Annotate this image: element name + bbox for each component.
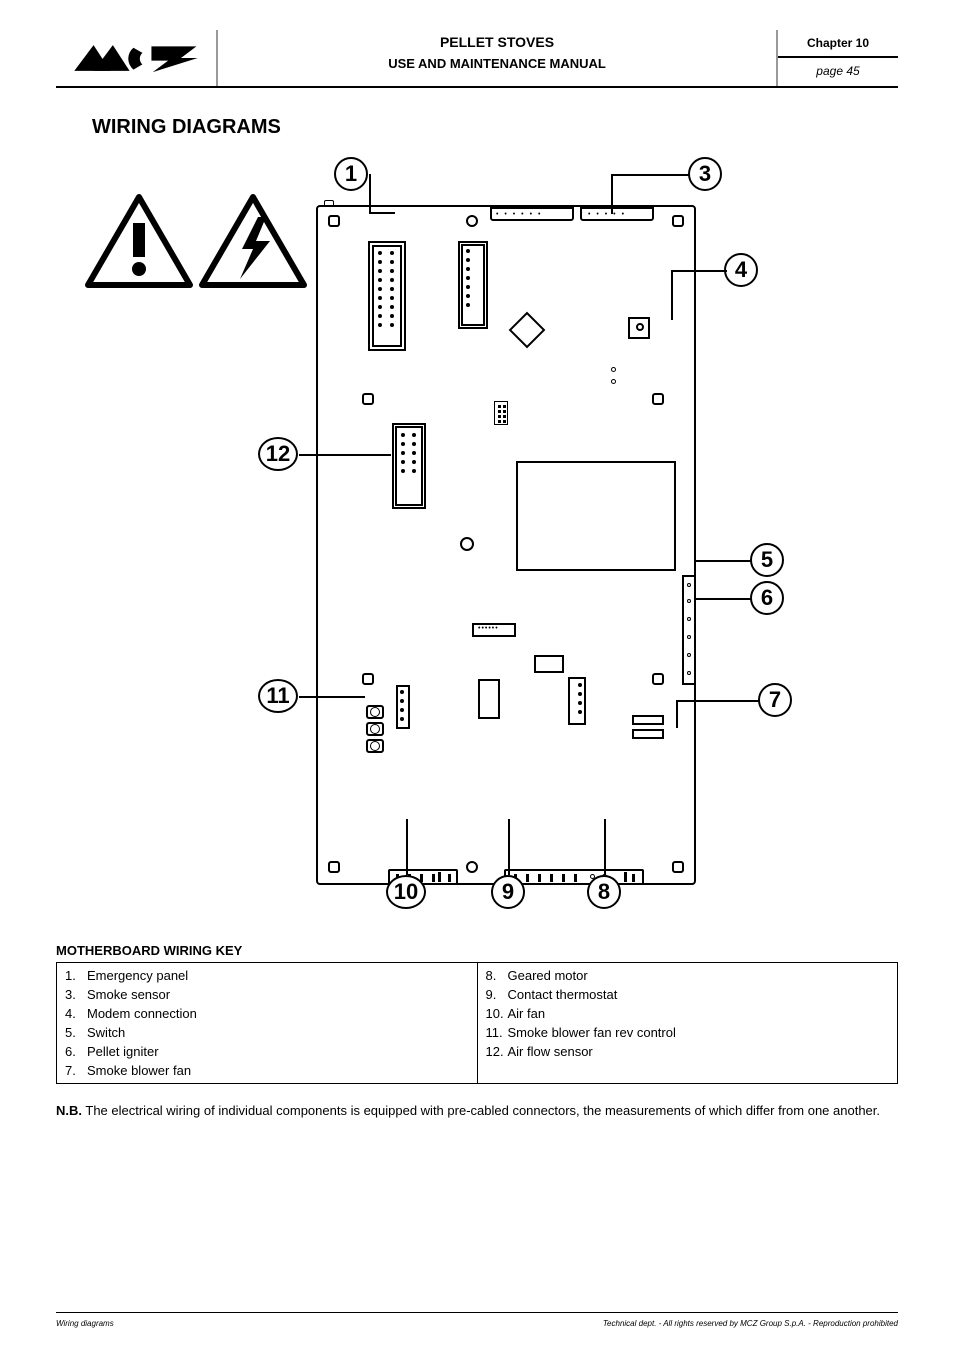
key-heading: MOTHERBOARD WIRING KEY <box>56 943 898 958</box>
callout-6: 6 <box>750 581 784 615</box>
key-item: 4.Modem connection <box>65 1004 469 1023</box>
title-line-2: USE AND MAINTENANCE MANUAL <box>218 56 776 71</box>
callout-10: 10 <box>386 875 426 909</box>
page-label: page 45 <box>778 58 898 84</box>
callout-9: 9 <box>491 875 525 909</box>
callout-12: 12 <box>258 437 298 471</box>
caution-icon <box>84 193 194 291</box>
footer-left: Wiring diagrams <box>56 1319 114 1328</box>
callout-5: 5 <box>750 543 784 577</box>
note-text: The electrical wiring of individual comp… <box>82 1103 880 1118</box>
key-item: 10.Air fan <box>486 1004 890 1023</box>
chapter-box: Chapter 10 page 45 <box>778 30 898 86</box>
title-line-1: PELLET STOVES <box>218 34 776 50</box>
key-item: 1.Emergency panel <box>65 966 469 985</box>
page-footer: Wiring diagrams Technical dept. - All ri… <box>56 1312 898 1328</box>
note-bold: N.B. <box>56 1103 82 1118</box>
callout-3: 3 <box>688 157 722 191</box>
key-item: 5.Switch <box>65 1023 469 1042</box>
key-item: 11.Smoke blower fan rev control <box>486 1023 890 1042</box>
callout-8: 8 <box>587 875 621 909</box>
callout-1: 1 <box>334 157 368 191</box>
key-item: 3.Smoke sensor <box>65 985 469 1004</box>
key-item: 12.Air flow sensor <box>486 1042 890 1061</box>
section-heading: WIRING DIAGRAMS <box>92 116 898 139</box>
motherboard-outline: • • • • • • • • • • • •••••• <box>316 205 696 885</box>
warning-icons <box>84 193 308 314</box>
manual-title: PELLET STOVES USE AND MAINTENANCE MANUAL <box>216 30 778 86</box>
callout-11: 11 <box>258 679 298 713</box>
wiring-diagram: • • • • • • • • • • • •••••• <box>56 157 898 937</box>
brand-logo <box>56 30 216 86</box>
key-item: 6.Pellet igniter <box>65 1042 469 1061</box>
key-item: 9.Contact thermostat <box>486 985 890 1004</box>
chapter-label: Chapter 10 <box>778 30 898 58</box>
callout-7: 7 <box>758 683 792 717</box>
page-header: PELLET STOVES USE AND MAINTENANCE MANUAL… <box>56 30 898 88</box>
callout-4: 4 <box>724 253 758 287</box>
note-paragraph: N.B. The electrical wiring of individual… <box>56 1102 898 1121</box>
electric-hazard-icon <box>198 193 308 291</box>
key-item: 7.Smoke blower fan <box>65 1061 469 1080</box>
footer-right: Technical dept. - All rights reserved by… <box>603 1319 898 1328</box>
motherboard-key-table: 1.Emergency panel3.Smoke sensor4.Modem c… <box>56 962 898 1084</box>
key-item: 8.Geared motor <box>486 966 890 985</box>
